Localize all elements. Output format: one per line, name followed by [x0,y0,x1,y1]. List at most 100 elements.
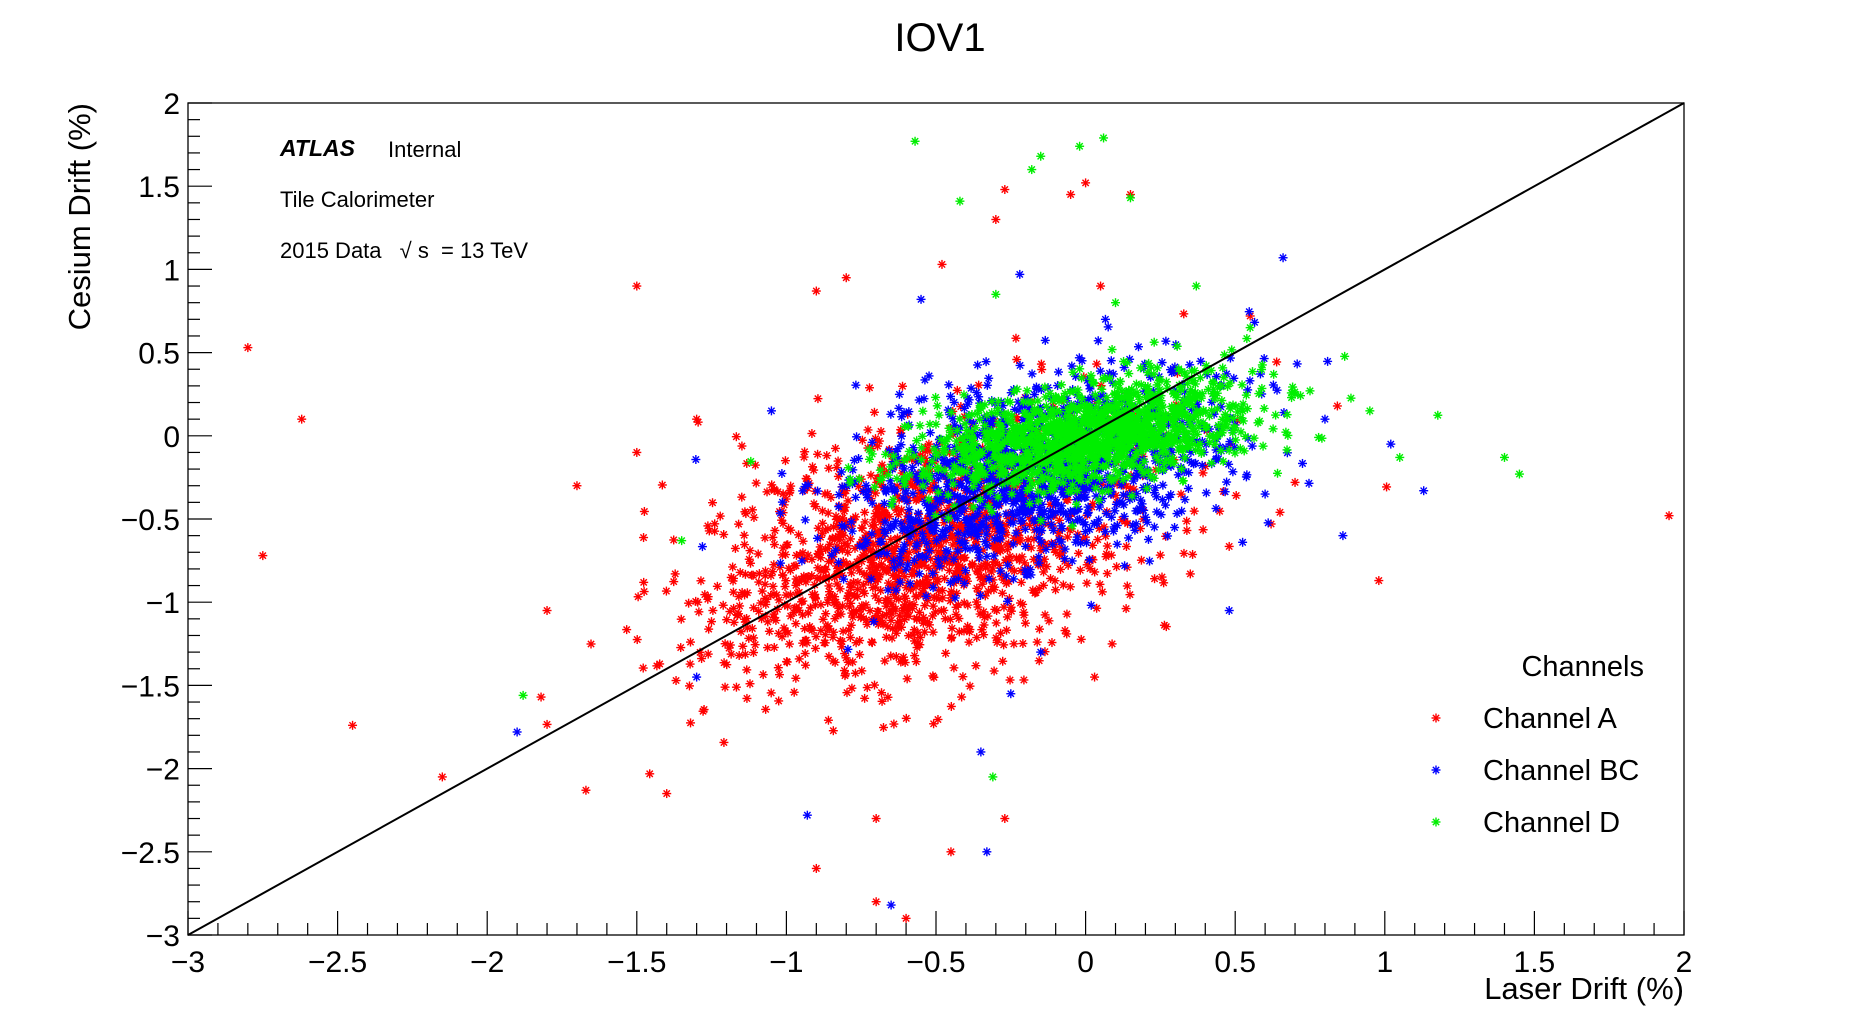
data-point [639,577,649,587]
data-point [1112,539,1122,549]
data-point [1086,446,1096,456]
data-point [1047,638,1057,648]
data-point [791,673,801,683]
atlas-text: ATLAS [279,135,356,161]
data-point [684,598,694,608]
data-point [1190,458,1200,468]
data-point [865,383,875,393]
data-point [632,635,642,645]
data-point [1071,499,1081,509]
data-point [1141,419,1151,429]
y-tick-label: 0.5 [138,338,180,371]
data-point [1120,451,1130,461]
data-point [1292,359,1302,369]
data-point [839,574,849,584]
data-point [964,637,974,647]
data-point [800,624,810,634]
data-point [1056,380,1066,390]
data-point [719,658,729,668]
data-point [1133,342,1143,352]
data-point [823,597,833,607]
energy-value: = 13 TeV [441,238,528,263]
data-point [769,540,779,550]
data-point [931,392,941,402]
data-point [1097,587,1107,597]
data-point [881,449,891,459]
data-point [1052,459,1062,469]
data-point [920,601,930,611]
data-point [697,542,707,552]
data-point [1275,507,1285,517]
data-point [1033,477,1043,487]
data-point [1114,468,1124,478]
data-point [348,720,358,730]
data-point [1155,550,1165,560]
data-point [766,688,776,698]
data-point [1198,468,1208,478]
data-point [719,737,729,747]
data-point [1198,525,1208,535]
data-point [745,679,755,689]
data-point [1069,401,1079,411]
data-point [1269,369,1279,379]
data-point [1259,403,1269,413]
data-point [774,670,784,680]
data-point [1514,469,1524,479]
data-point [1019,610,1029,620]
data-point [1273,468,1283,478]
data-point [981,357,991,367]
data-point [1067,361,1077,371]
y-tick-label: −2.5 [121,837,180,870]
data-point [1102,569,1112,579]
internal-text: Internal [388,137,461,162]
data-point [749,603,759,613]
data-point [979,630,989,640]
data-point [896,546,906,556]
data-point [518,690,528,700]
data-point [633,592,643,602]
data-point [883,692,893,702]
data-point [1033,496,1043,506]
data-point [1099,133,1109,143]
y-tick-label: −1 [146,587,180,620]
y-tick-label: −2 [146,754,180,787]
data-point [786,611,796,621]
data-point [696,576,706,586]
data-point [581,785,591,795]
data-point [1219,373,1229,383]
data-point [1162,433,1172,443]
data-point [1260,489,1270,499]
data-point [1272,357,1282,367]
data-point [1111,499,1121,509]
data-point [1248,367,1258,377]
data-point [1259,354,1269,364]
data-point [1159,578,1169,588]
data-point [947,632,957,642]
data-point [800,648,810,658]
data-point [763,643,773,653]
data-point [773,663,783,673]
data-point [770,525,780,535]
data-point [845,633,855,643]
x-tick-label: −0.5 [906,946,965,979]
data-point [1338,531,1348,541]
data-point [1036,647,1046,657]
data-point [1073,385,1083,395]
data-point [1245,323,1255,333]
data-point [867,529,877,539]
data-point [957,456,967,466]
data-point [781,576,791,586]
data-point [928,568,938,578]
data-point [911,657,921,667]
data-point [901,713,911,723]
data-point [1182,526,1192,536]
data-point [1304,478,1314,488]
y-tick-label: 0 [163,421,180,454]
data-text: 2015 Data √ s = 13 TeV [280,238,528,263]
data-point [904,631,914,641]
data-point [1244,307,1254,317]
data-point [959,598,969,608]
data-point [657,480,667,490]
y-tick-label: −0.5 [121,504,180,537]
data-point [671,676,681,686]
